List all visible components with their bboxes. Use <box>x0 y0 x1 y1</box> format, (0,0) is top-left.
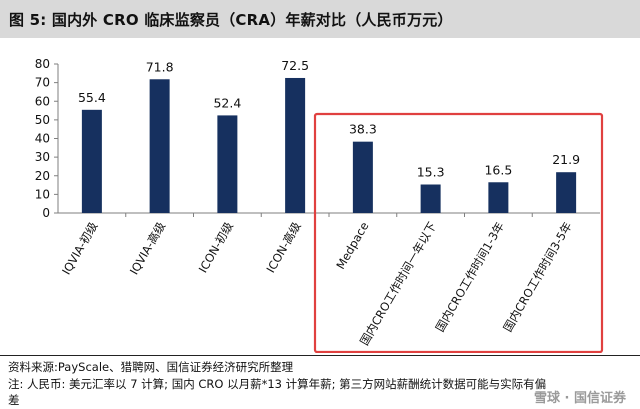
category-label: 国内CRO工作时间1-3年 <box>433 220 507 335</box>
y-tick-label: 50 <box>35 113 50 127</box>
category-label: Medpace <box>333 220 371 272</box>
bar-value-label: 16.5 <box>484 162 512 177</box>
y-tick-label: 10 <box>35 187 50 201</box>
y-tick-label: 70 <box>35 76 50 90</box>
domestic-highlight-box <box>313 112 604 353</box>
y-tick-label: 60 <box>35 94 50 108</box>
bar-value-label: 38.3 <box>349 122 377 137</box>
y-tick-label: 0 <box>42 206 50 220</box>
bar <box>352 141 373 213</box>
chart-bars <box>81 77 577 214</box>
bar-value-label: 52.4 <box>213 95 241 110</box>
bar <box>488 182 509 213</box>
bar-value-label: 72.5 <box>281 58 309 73</box>
category-label: 国内CRO工作时间3-5年 <box>500 220 574 335</box>
y-tick-label: 20 <box>35 169 50 183</box>
footnote-line-2: 差 <box>8 393 20 407</box>
bar <box>420 184 441 213</box>
title-bar <box>0 0 640 38</box>
y-tick-label: 30 <box>35 150 50 164</box>
footnote-line-1: 注: 人民币: 美元汇率以 7 计算; 国内 CRO 以月薪*13 计算年薪; … <box>8 377 547 391</box>
bar-value-label: 71.8 <box>146 59 174 74</box>
category-label: IQVIA-高级 <box>127 219 169 277</box>
bar <box>285 77 306 213</box>
y-tick-label: 80 <box>35 57 50 71</box>
bar-value-label: 15.3 <box>417 165 445 180</box>
chart-value-labels: 55.4 71.8 52.4 72.5 38.3 15.3 16.5 21.9 <box>78 58 580 180</box>
bar <box>556 172 577 213</box>
category-label: ICON-初级 <box>196 219 236 275</box>
bar <box>149 79 170 214</box>
bar-chart: 0 10 20 30 40 50 60 70 80 55.4 71.8 52.4 72.5 38.3 15… <box>35 57 604 353</box>
category-label: 国内CRO工作时间一年以下 <box>357 220 439 348</box>
chart-category-labels: IQVIA-初级 IQVIA-高级 ICON-初级 ICON-高级 Medpace国内C… <box>59 219 575 348</box>
bar <box>81 109 102 213</box>
y-tick-label: 40 <box>35 132 50 146</box>
source-note: 资料来源:PayScale、猎聘网、国信证券经济研究所整理 <box>8 360 294 374</box>
bar <box>217 115 238 213</box>
watermark: 雪球 · 国信证券 <box>534 391 626 406</box>
chart-axes: 0 10 20 30 40 50 60 70 80 <box>35 57 600 220</box>
category-label: IQVIA-初级 <box>59 219 101 277</box>
figure-title: 图 5: 国内外 CRO 临床监察员（CRA）年薪对比（人民币万元） <box>9 11 453 29</box>
bar-value-label: 55.4 <box>78 90 106 105</box>
bar-value-label: 21.9 <box>552 152 580 167</box>
category-label: ICON-高级 <box>263 219 303 275</box>
footer-divider <box>0 355 640 356</box>
